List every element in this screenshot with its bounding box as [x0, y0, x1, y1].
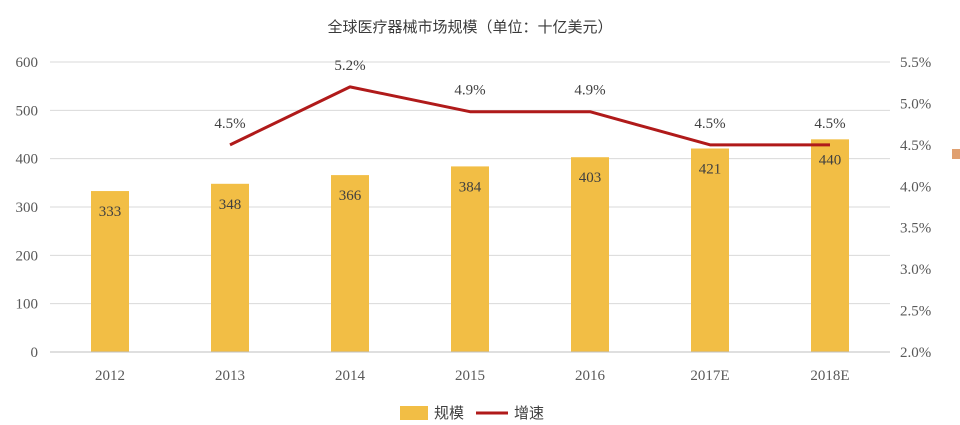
legend: 规模 增速 [400, 404, 544, 422]
x-tick-label: 2016 [575, 368, 606, 384]
bar-value-label: 440 [819, 152, 842, 168]
y-left-tick-label: 0 [31, 345, 39, 361]
bar [331, 175, 369, 352]
right-axis: 2.0% 2.5% 3.0% 3.5% 4.0% 4.5% 5.0% 5.5% [900, 55, 931, 361]
line-value-label: 4.5% [214, 116, 245, 132]
x-axis: 2012 2013 2014 2015 2016 2017E 2018E [50, 351, 890, 384]
x-tick-label: 2017E [690, 368, 729, 384]
bar [571, 157, 609, 352]
bar [451, 166, 489, 352]
y-left-tick-label: 500 [16, 103, 39, 119]
bar-value-label: 348 [219, 197, 242, 213]
bar [91, 191, 129, 352]
line-value-label: 4.9% [454, 83, 485, 99]
y-left-tick-label: 600 [16, 55, 39, 71]
line-series [229, 85, 830, 147]
y-left-tick-label: 100 [16, 297, 39, 313]
y-left-tick-label: 200 [16, 248, 39, 264]
bar-value-label: 333 [99, 204, 122, 220]
y-right-tick-label: 5.5% [900, 55, 931, 71]
legend-label-line: 增速 [514, 404, 544, 422]
line-value-label: 4.5% [814, 116, 845, 132]
bar [691, 148, 729, 352]
bar-value-label: 403 [579, 170, 602, 186]
bar [211, 183, 249, 352]
y-right-tick-label: 3.0% [900, 262, 931, 278]
x-tick-label: 2013 [215, 368, 245, 384]
bar-series [91, 139, 849, 352]
chart-title: 全球医疗器械市场规模（单位：十亿美元） [327, 18, 612, 36]
legend-label-bar: 规模 [434, 404, 464, 422]
bar-labels: 333 348 366 384 403 421 440 [99, 152, 842, 220]
line-value-label: 4.5% [694, 116, 725, 132]
legend-swatch-bar [400, 406, 428, 420]
bar-value-label: 384 [459, 179, 482, 195]
y-left-tick-label: 300 [16, 200, 39, 216]
y-right-tick-label: 4.0% [900, 179, 931, 195]
x-tick-label: 2014 [335, 368, 366, 384]
x-tick-label: 2015 [455, 368, 485, 384]
line-value-label: 4.9% [574, 83, 605, 99]
line-value-label: 5.2% [334, 58, 365, 74]
growth-line [229, 85, 830, 147]
y-right-tick-label: 2.0% [900, 345, 931, 361]
x-tick-label: 2012 [95, 368, 125, 384]
bar-value-label: 421 [699, 162, 722, 178]
y-right-tick-label: 5.0% [900, 96, 931, 112]
x-tick-label: 2018E [810, 368, 849, 384]
line-labels: 4.5% 5.2% 4.9% 4.9% 4.5% 4.5% [214, 58, 845, 132]
left-axis: 0 100 200 300 400 500 600 [16, 55, 39, 361]
y-right-tick-label: 2.5% [900, 304, 931, 320]
y-left-tick-label: 400 [16, 152, 39, 168]
y-right-tick-label: 3.5% [900, 221, 931, 237]
bar-value-label: 366 [339, 188, 362, 204]
bar [811, 139, 849, 352]
y-right-tick-label: 4.5% [900, 138, 931, 154]
edge-marker [952, 149, 960, 159]
